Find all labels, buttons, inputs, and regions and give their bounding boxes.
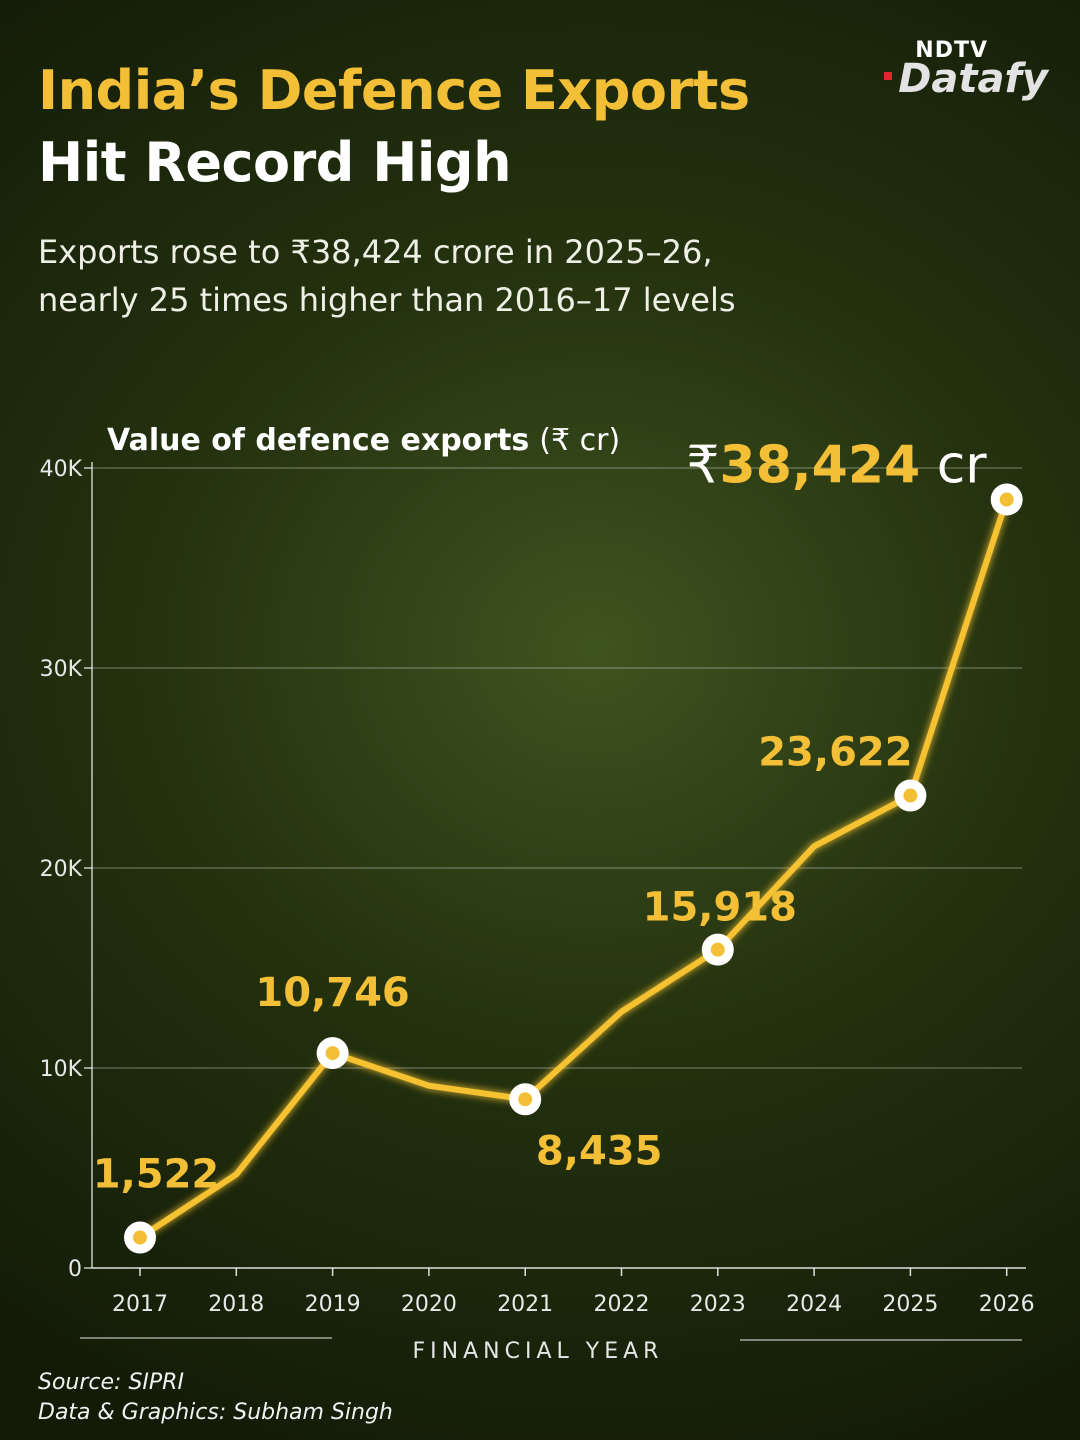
x-tick-label-2023: 2023: [690, 1292, 746, 1317]
title-line-1: India’s Defence Exports: [38, 59, 750, 122]
logo-red-dot: [884, 72, 892, 80]
marker-dot-2023: [710, 942, 725, 957]
data-markers: [124, 483, 1023, 1254]
x-tick-label-2022: 2022: [594, 1292, 650, 1317]
logo-datafy-text: Datafy: [898, 56, 1048, 102]
chart-title-unit: (₹ cr): [539, 423, 620, 458]
series-exports: [137, 496, 1010, 1241]
logo-ndtv-text: NDTV: [915, 38, 988, 63]
marker-dot-2019: [325, 1046, 340, 1061]
y-tick-label-2: 20K: [40, 857, 83, 882]
axes: [84, 462, 1026, 1276]
x-tick-label-2019: 2019: [305, 1292, 361, 1317]
x-tick-label-2024: 2024: [786, 1292, 842, 1317]
source-credit: Source: SIPRI: [38, 1370, 184, 1395]
ndtv-datafy-logo: NDTV Datafy: [878, 38, 1048, 110]
x-tick-label-2017: 2017: [112, 1292, 168, 1317]
subtitle-line-1: Exports rose to ₹38,424 crore in 2025–26…: [38, 233, 713, 271]
y-tick-label-3: 30K: [40, 657, 83, 682]
data-label-suffix-2026: cr: [920, 436, 987, 496]
x-tick-label-2018: 2018: [208, 1292, 264, 1317]
x-tick-label-2021: 2021: [497, 1292, 553, 1317]
x-tick-label-2020: 2020: [401, 1292, 457, 1317]
data-label-2025: 23,622: [758, 730, 912, 776]
x-tick-label-2026: 2026: [979, 1292, 1035, 1317]
data-label-2023: 15,918: [643, 885, 797, 931]
graphics-credit: Data & Graphics: Subham Singh: [38, 1400, 393, 1425]
data-label-value-2026: 38,424: [720, 436, 921, 496]
data-labels: 1,522 10,746 8,435 15,918 23,622 ₹38,424 cr: [93, 436, 988, 1198]
chart-title-main: Value of defence exports: [107, 423, 529, 458]
x-axis-label: FINANCIAL YEAR: [413, 1339, 664, 1364]
series-line: [137, 496, 1010, 1241]
data-label-2017: 1,522: [93, 1152, 220, 1198]
data-label-prefix-2026: ₹: [686, 436, 719, 496]
subtitle: Exports rose to ₹38,424 crore in 2025–26…: [38, 228, 918, 324]
x-tick-label-2025: 2025: [882, 1292, 938, 1317]
data-label-2019: 10,746: [255, 970, 409, 1016]
title-line-2: Hit Record High: [38, 131, 512, 194]
x-tick-labels: 2017 2018 2019 2020 2021 2022 2023 2024 2025 2026: [112, 1292, 1035, 1317]
marker-dot-2025: [903, 788, 918, 803]
y-tick-labels: 0 10K 20K 30K 40K: [40, 457, 83, 1282]
marker-dot-2017: [133, 1230, 147, 1245]
data-label-2021: 8,435: [536, 1128, 663, 1174]
y-tick-label-0: 0: [68, 1257, 82, 1282]
marker-dot-2026: [999, 492, 1014, 507]
y-tick-label-4: 40K: [40, 457, 83, 482]
marker-dot-2021: [518, 1092, 533, 1107]
y-tick-label-1: 10K: [40, 1057, 83, 1082]
subtitle-line-2: nearly 25 times higher than 2016–17 leve…: [38, 281, 736, 319]
chart-title: Value of defence exports (₹ cr): [107, 423, 620, 458]
data-label-2026: ₹38,424 cr: [686, 436, 987, 496]
